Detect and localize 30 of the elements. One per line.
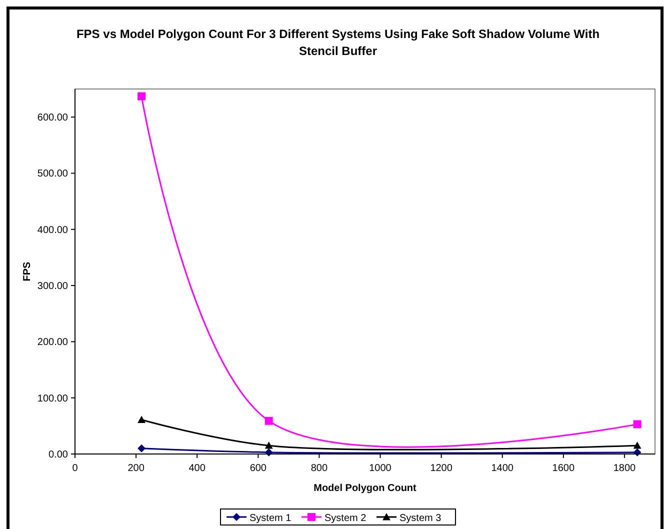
y-tick-label: 200.00 (37, 337, 68, 348)
x-tick-label: 1600 (552, 463, 575, 474)
point (138, 416, 146, 423)
x-tick-label: 400 (188, 463, 206, 474)
x-tick-label: 1800 (613, 463, 636, 474)
point (138, 444, 146, 452)
y-tick-label: 300.00 (37, 281, 68, 292)
y-tick-label: 400.00 (37, 224, 68, 236)
x-tick-label: 600 (250, 463, 267, 474)
legend-label: System 1 (250, 513, 292, 524)
x-tick-label: 1200 (430, 463, 453, 474)
legend-label: System 3 (400, 513, 442, 524)
point (633, 420, 642, 428)
point (264, 416, 273, 425)
x-axis-title: Model Polygon Count (314, 483, 418, 494)
y-axis-title: FPS (22, 261, 33, 282)
y-tick-label: 0.00 (48, 450, 68, 460)
x-tick-label: 800 (310, 463, 328, 474)
x-tick-label: 1400 (491, 463, 514, 474)
point (138, 92, 146, 100)
y-tick-label: 600.00 (37, 112, 68, 124)
chart-title: FPS vs Model Polygon Count For 3 Different Systems Using Fake Soft Shadow Volume With Stencil Buffer (76, 27, 600, 58)
point (264, 442, 273, 449)
x-tick-label: 1000 (369, 463, 392, 474)
legend-label: System 2 (324, 513, 367, 524)
y-tick-label: 100.00 (37, 393, 68, 404)
x-tick-label: 0 (72, 463, 78, 474)
x-tick-label: 200 (128, 463, 145, 474)
point (633, 442, 642, 449)
y-tick-label: 500.00 (37, 168, 68, 180)
